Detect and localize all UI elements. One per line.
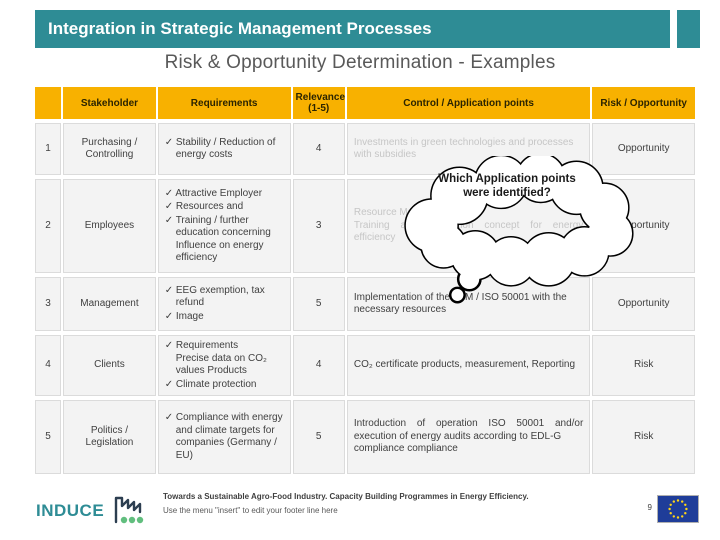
factory-icon: [114, 496, 144, 524]
requirements-cell: ✓ Requirements Precise data on CO₂ value…: [157, 335, 291, 396]
stakeholder-cell: Management: [63, 277, 156, 331]
page-title: Integration in Strategic Management Proc…: [48, 19, 432, 38]
relevance-cell: 3: [292, 179, 345, 273]
table-row: 2 Employees ✓ Attractive Employer ✓ Reso…: [35, 179, 695, 273]
induce-logo-text: INDUCE: [36, 501, 105, 520]
footer-tagline: Towards a Sustainable Agro-Food Industry…: [163, 492, 529, 501]
slide-title-bar: Integration in Strategic Management Proc…: [35, 10, 670, 48]
column-header-requirements: Requirements: [157, 87, 291, 119]
column-header-stakeholder: Stakeholder: [63, 87, 156, 119]
page-number: 9: [647, 503, 652, 512]
control-cell: Introduction of operation ISO 50001 and/…: [346, 400, 591, 474]
footer-hint: Use the menu "insert" to edit your foote…: [163, 506, 338, 515]
row-number: 1: [35, 123, 62, 175]
requirement-item: ✓ Resources and: [164, 201, 244, 212]
risk-cell: Risk: [592, 335, 695, 396]
title-accent-block: [677, 10, 700, 48]
stakeholder-cell: Clients: [63, 335, 156, 396]
relevance-cell: 4: [292, 335, 345, 396]
control-cell: Investments in green technologies and pr…: [346, 123, 591, 175]
relevance-cell: 5: [292, 400, 345, 474]
row-number: 5: [35, 400, 62, 474]
risk-cell: Opportunity: [592, 277, 695, 331]
requirement-item: ✓ EEG exemption, tax refund: [164, 284, 265, 309]
requirement-item: ✓ Training / further education concernin…: [164, 214, 271, 264]
column-header-relevance: Relevance (1-5): [292, 87, 345, 119]
requirements-cell: ✓ Compliance with energy and climate tar…: [157, 400, 291, 474]
eu-flag-icon: [657, 495, 699, 523]
table-row: 5 Politics / Legislation ✓ Compliance wi…: [35, 400, 695, 474]
requirement-item: ✓ Compliance with energy and climate tar…: [164, 412, 283, 461]
requirement-item: ✓ Image: [164, 310, 204, 322]
requirement-item: ✓ Requirements Precise data on CO₂ value…: [164, 340, 267, 376]
table-row: 3 Management ✓ EEG exemption, tax refund…: [35, 277, 695, 331]
cloud-question-text: Which Application points were identified…: [438, 173, 576, 199]
table-row: 1 Purchasing / Controlling ✓ Stability /…: [35, 123, 695, 175]
column-header-num: [35, 87, 62, 119]
table-header-row: Stakeholder Requirements Relevance (1-5)…: [35, 87, 695, 119]
induce-logo: INDUCE: [36, 492, 150, 528]
stakeholder-cell: Politics / Legislation: [63, 400, 156, 474]
risk-cell: Risk: [592, 400, 695, 474]
requirements-cell: ✓ Attractive Employer ✓ Resources and ✓ …: [157, 179, 291, 273]
control-cell: CO₂ certificate products, measurement, R…: [346, 335, 591, 396]
row-number: 2: [35, 179, 62, 273]
row-number: 4: [35, 335, 62, 396]
stakeholder-cell: Purchasing / Controlling: [63, 123, 156, 175]
requirements-cell: ✓ EEG exemption, tax refund ✓ Image: [157, 277, 291, 331]
risk-cell: Opportunity: [592, 123, 695, 175]
requirements-cell: ✓ Stability / Reduction of energy costs: [157, 123, 291, 175]
slide-subtitle: Risk & Opportunity Determination - Examp…: [164, 52, 556, 73]
stakeholder-cell: Employees: [63, 179, 156, 273]
control-cell: Implementation of the EnM / ISO 50001 wi…: [346, 277, 591, 331]
risk-cell: Opportunity: [592, 179, 695, 273]
requirement-item: ✓ Stability / Reduction of energy costs: [164, 136, 276, 161]
row-number: 3: [35, 277, 62, 331]
relevance-cell: 4: [292, 123, 345, 175]
requirement-item: ✓ Climate protection: [164, 378, 257, 390]
requirement-item: ✓ Attractive Employer: [164, 187, 263, 199]
footer-text-block: Towards a Sustainable Agro-Food Industry…: [163, 492, 583, 515]
relevance-cell: 5: [292, 277, 345, 331]
stakeholder-risk-table: Stakeholder Requirements Relevance (1-5)…: [33, 83, 697, 478]
column-header-control: Control / Application points: [346, 87, 591, 119]
table-row: 4 Clients ✓ Requirements Precise data on…: [35, 335, 695, 396]
column-header-risk: Risk / Opportunity: [592, 87, 695, 119]
